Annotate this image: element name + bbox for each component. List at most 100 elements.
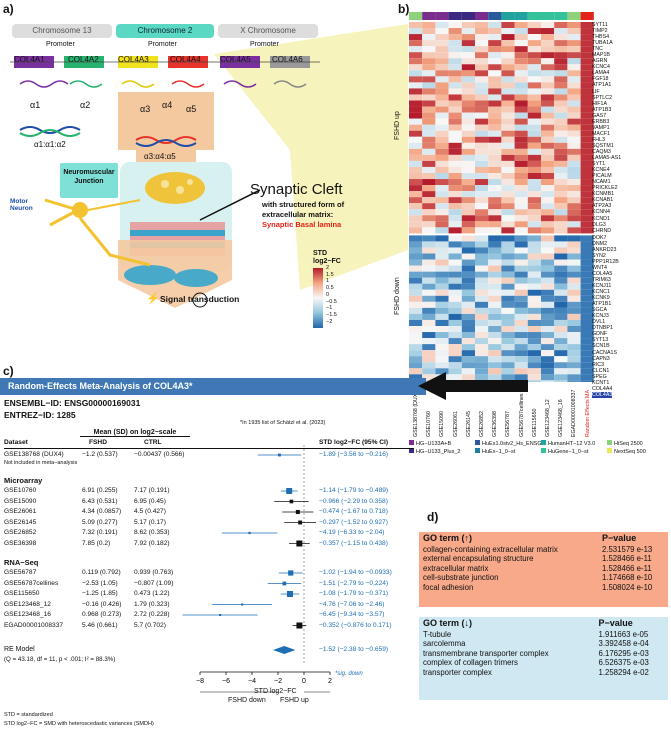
heatmap-cell	[527, 64, 541, 71]
heatmap-cell	[567, 368, 581, 375]
platform-bar	[541, 12, 555, 20]
x-tick-label: −4	[248, 678, 256, 685]
gene-name: TUBA1A	[592, 40, 613, 47]
heatmap-cell	[554, 34, 568, 41]
go-p: 6.176295 e-03	[598, 648, 649, 658]
effect-square	[298, 520, 303, 525]
gene-name: SYN2	[592, 252, 606, 259]
heatmap-cell	[461, 142, 475, 149]
heatmap-cell	[541, 191, 555, 198]
heatmap-cell	[580, 70, 594, 77]
gene-name: CACNA1S	[592, 349, 618, 356]
heatmap-cell	[554, 344, 568, 351]
heatmap-cell	[501, 197, 515, 204]
heatmap-cell	[409, 191, 423, 198]
heatmap-cell	[475, 253, 489, 260]
heatmap-cell	[461, 136, 475, 143]
forest-cell-fshd: −2.53 (1.05)	[82, 579, 118, 587]
heatmap-cell	[554, 259, 568, 266]
heatmap-cell	[580, 160, 594, 167]
heatmap-cell	[567, 94, 581, 101]
heatmap-cell	[541, 247, 555, 254]
heatmap-cell	[475, 356, 489, 363]
forest-cell-ctrl: 0.473 (1.22)	[134, 590, 170, 597]
go-p: 1.508024 e-10	[601, 582, 653, 592]
heatmap-cell	[488, 289, 502, 296]
heatmap-cell	[448, 148, 462, 155]
heatmap-cell	[541, 82, 555, 89]
motor-neuron-label: Motor Neuron	[10, 198, 33, 212]
heatmap-cell	[580, 100, 594, 107]
heatmap-cell	[501, 215, 515, 222]
heatmap-cell	[501, 52, 515, 59]
heatmap-cell	[435, 338, 449, 345]
heatmap-cell	[448, 58, 462, 65]
synaptic-cleft-title: Synaptic Cleft	[250, 181, 343, 198]
heatmap-cell	[580, 76, 594, 83]
heatmap-cell	[475, 271, 489, 278]
heatmap-cell	[567, 130, 581, 137]
platform-bar	[527, 12, 541, 20]
heatmap-cell	[567, 179, 581, 186]
heatmap-cell	[567, 295, 581, 302]
heatmap-cell	[514, 64, 528, 71]
heatmap-cell	[461, 338, 475, 345]
heatmap-cell	[580, 58, 594, 65]
heatmap-cell	[488, 235, 502, 242]
heatmap-cell	[409, 221, 423, 228]
heatmap-cell	[448, 40, 462, 47]
heatmap-cell	[527, 179, 541, 186]
heatmap-cell	[527, 271, 541, 278]
heatmap-cell	[541, 34, 555, 41]
heatmap-cell	[501, 106, 515, 113]
heatmap-cell	[501, 160, 515, 167]
nmj-illustration	[44, 172, 261, 308]
heatmap-cell	[501, 265, 515, 272]
gene-name: KCNC4	[592, 64, 610, 71]
heatmap-cell	[475, 82, 489, 89]
forest-cell-ci: −4.76 (−7.06 to −2.46)	[319, 600, 385, 608]
heatmap-cell	[541, 338, 555, 345]
heatmap-cell	[435, 350, 449, 357]
heatmap-cell	[514, 350, 528, 357]
heatmap-cell	[435, 124, 449, 131]
go-term: T-tubule	[423, 630, 452, 639]
heatmap-cell	[488, 112, 502, 119]
heatmap-cell	[554, 235, 568, 242]
gene-name: RIC3	[592, 361, 605, 368]
forest-cell-fshd: −0.16 (0.426)	[82, 600, 122, 608]
effect-square	[241, 603, 244, 606]
heatmap-cell	[475, 295, 489, 302]
heatmap-cell	[554, 142, 568, 149]
heatmap-cell	[580, 271, 594, 278]
platform-bar	[422, 12, 436, 20]
go-row: complex of collagen trimers 6.526375 e-03	[419, 658, 668, 667]
heatmap-cell	[554, 112, 568, 119]
heatmap-cell	[567, 58, 581, 65]
heatmap-cell	[580, 22, 594, 29]
heatmap-cell	[409, 52, 423, 59]
heatmap-cell	[567, 173, 581, 180]
heatmap-cell	[435, 259, 449, 266]
heatmap-cell	[435, 209, 449, 216]
heatmap-cell	[488, 94, 502, 101]
heatmap-cell	[488, 203, 502, 210]
heatmap-cell	[554, 380, 568, 382]
heatmap-cell	[448, 235, 462, 242]
heatmap-cell	[501, 241, 515, 248]
forest-cell-ci: −1.51 (−2.79 to −0.224)	[319, 579, 389, 587]
heatmap-cell	[514, 100, 528, 107]
forest-cell-fshd: −1.25 (1.85)	[82, 590, 118, 597]
heatmap-cell	[567, 166, 581, 173]
gene-name: KCNN4	[592, 209, 610, 216]
heatmap-cell	[527, 106, 541, 113]
forest-row: GSE123468_16 0.968 (0.273) 2.72 (0.228) −6.…	[4, 610, 414, 620]
heatmap-cell	[501, 203, 515, 210]
heatmap-cell	[422, 94, 436, 101]
signal-transduction-label: Signal transduction	[160, 294, 240, 304]
heatmap-cell	[448, 82, 462, 89]
heatmap-cell	[567, 356, 581, 363]
forest-row: GSE26145 5.09 (0.277) 5.17 (0.17) −0.297 (−…	[4, 518, 414, 528]
heatmap-cell	[541, 356, 555, 363]
meta-analysis-banner: Random-Effects Meta-Analysis of COL4A3*	[0, 378, 426, 395]
